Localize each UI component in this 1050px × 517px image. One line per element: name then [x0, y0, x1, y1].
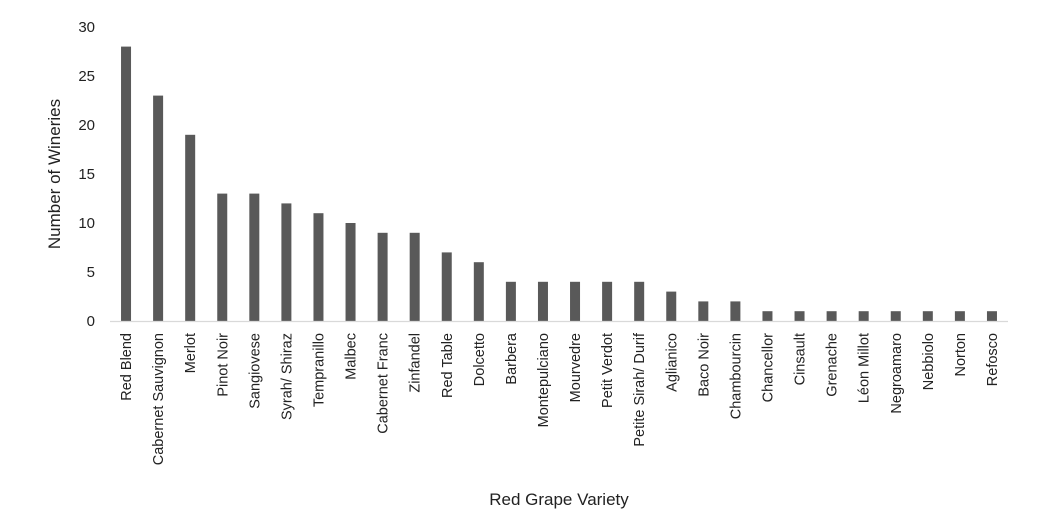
- bars: [121, 46, 997, 321]
- bar: [249, 193, 260, 321]
- x-tick-label: Cabernet Franc: [376, 333, 392, 434]
- x-tick-label: Léon Millot: [857, 333, 873, 403]
- bar: [281, 203, 292, 321]
- x-axis-ticks: Red Blend Cabernet Sauvignon Merlot Pinot N…: [119, 332, 1001, 465]
- y-tick-label: 0: [87, 313, 95, 330]
- x-tick-label: Petite Sirah/ Durif: [632, 332, 648, 447]
- x-tick-label: Baco Noir: [696, 333, 712, 397]
- bar: [570, 281, 581, 321]
- bar: [730, 301, 741, 321]
- bar: [505, 281, 516, 321]
- bar: [826, 311, 837, 321]
- bar: [537, 281, 548, 321]
- x-tick-label: Red Blend: [119, 333, 135, 401]
- bar: [890, 311, 901, 321]
- bar: [794, 311, 805, 321]
- x-axis-title: Red Grape Variety: [489, 490, 629, 509]
- x-tick-label: Merlot: [183, 333, 199, 373]
- x-tick-label: Negroamaro: [889, 333, 905, 414]
- x-tick-label: Aglianico: [664, 333, 680, 392]
- bar: [762, 311, 773, 321]
- bar: [441, 252, 452, 321]
- x-tick-label: Petit Verdot: [600, 333, 616, 408]
- x-tick-label: Syrah/ Shiraz: [279, 333, 295, 420]
- bar: [377, 232, 388, 321]
- bar: [986, 311, 997, 321]
- y-axis-title: Number of Wineries: [45, 99, 64, 249]
- x-tick-label: Montepulciano: [536, 333, 552, 427]
- y-tick-label: 10: [78, 215, 95, 232]
- x-tick-label: Zinfandel: [408, 333, 424, 393]
- y-axis-ticks: 0 5 10 15 20 25 30: [78, 19, 95, 330]
- bar: [185, 134, 196, 321]
- bar: [313, 213, 324, 321]
- bar: [954, 311, 965, 321]
- bar: [121, 46, 132, 321]
- bar: [698, 301, 709, 321]
- bar: [858, 311, 869, 321]
- bar: [666, 291, 677, 321]
- y-tick-label: 5: [87, 264, 95, 281]
- x-tick-label: Mourvedre: [568, 333, 584, 402]
- bar: [634, 281, 645, 321]
- x-tick-label: Barbera: [504, 332, 520, 385]
- y-tick-label: 25: [78, 68, 95, 85]
- x-tick-label: Pinot Noir: [215, 333, 231, 397]
- x-tick-label: Dolcetto: [472, 333, 488, 386]
- x-tick-label: Red Table: [440, 333, 456, 398]
- x-tick-label: Cabernet Sauvignon: [151, 333, 167, 465]
- bar: [473, 262, 484, 321]
- bar: [409, 232, 420, 321]
- y-tick-label: 20: [78, 117, 95, 134]
- x-tick-label: Refosco: [985, 333, 1001, 386]
- bar: [922, 311, 933, 321]
- x-tick-label: Sangiovese: [247, 333, 263, 409]
- x-tick-label: Norton: [953, 333, 969, 377]
- bar: [217, 193, 228, 321]
- x-tick-label: Nebbiolo: [921, 333, 937, 390]
- x-tick-label: Chambourcin: [728, 333, 744, 419]
- x-tick-label: Chancellor: [760, 333, 776, 402]
- x-tick-label: Tempranillo: [311, 333, 327, 407]
- bar: [345, 223, 356, 321]
- bar: [602, 281, 613, 321]
- x-tick-label: Malbec: [344, 333, 360, 380]
- bar: [153, 95, 164, 321]
- y-tick-label: 30: [78, 19, 95, 36]
- y-tick-label: 15: [78, 166, 95, 183]
- x-tick-label: Grenache: [825, 333, 841, 397]
- x-tick-label: Cinsault: [793, 333, 809, 385]
